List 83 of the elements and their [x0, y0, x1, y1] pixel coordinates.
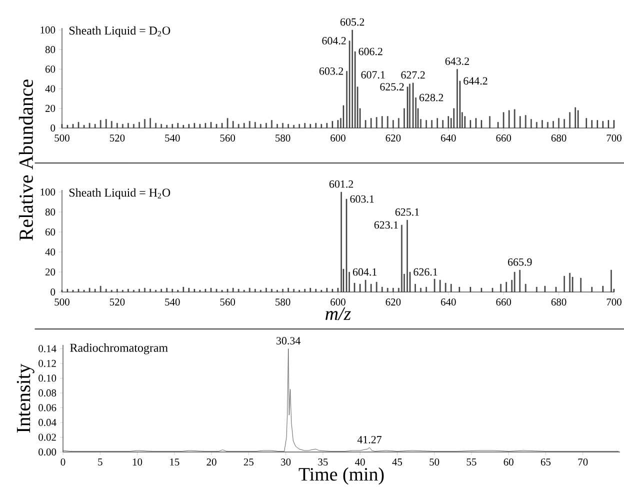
x-tick-label: 35: [318, 458, 328, 466]
x-tick-label: 600: [330, 134, 346, 142]
x-tick-label: 65: [540, 458, 551, 466]
annotation: 30.34: [276, 337, 300, 344]
chart-title: Radiochromatogram: [70, 343, 168, 354]
x-tick-label: 20: [206, 458, 216, 466]
x-tick-label: 700: [606, 298, 622, 306]
y-tick-label: 0: [50, 288, 56, 296]
x-tick-label: 640: [441, 134, 456, 142]
x-tick-label: 520: [110, 134, 125, 142]
x-tick-label: 0: [60, 458, 66, 466]
annotation: 605.2: [340, 18, 364, 26]
annotation: 644.2: [464, 77, 488, 85]
x-tick-label: 55: [466, 458, 476, 466]
y-tick-label: 0.14: [38, 345, 56, 352]
y-tick-label: 0.00: [38, 448, 56, 456]
chart-title: Sheath Liquid = D$_{2}$O: [70, 26, 170, 38]
x-tick-label: 30: [281, 458, 291, 466]
y-tick-label: 100: [40, 188, 56, 196]
x-tick-label: 640: [441, 298, 456, 306]
annotation: 643.2: [445, 58, 469, 65]
x-tick-label: 620: [386, 298, 401, 306]
y-tick-label: 80: [45, 208, 56, 216]
x-tick-label: 700: [606, 134, 622, 142]
annotation: 603.2: [319, 67, 344, 75]
annotation: 628.2: [420, 94, 444, 102]
y-tick-label: 100: [40, 26, 56, 34]
y-tick-label: 0.12: [38, 360, 56, 367]
y-tick-label: 0: [50, 124, 56, 132]
y-tick-label: 60: [45, 66, 56, 73]
x-tick-label: 560: [220, 298, 236, 306]
annotation: 665.9: [508, 258, 532, 266]
x-tick-label: 660: [496, 134, 512, 142]
x-tick-label: 680: [551, 134, 566, 142]
y-axis-title: Intensity: [16, 364, 34, 433]
y-tick-label: 40: [45, 248, 56, 256]
annotation: 604.2: [322, 37, 346, 44]
annotation: 601.2: [329, 180, 354, 188]
annotation: 627.2: [401, 71, 425, 79]
annotation: 623.1: [374, 221, 398, 229]
y-tick-label: 0.02: [38, 434, 56, 441]
x-tick-label: 15: [170, 458, 180, 466]
y-tick-label: 40: [45, 85, 56, 92]
x-tick-label: 45: [392, 458, 402, 466]
x-tick-label: 5: [98, 458, 102, 466]
annotation: 626.1: [414, 268, 438, 276]
y-tick-label: 0.06: [38, 404, 56, 412]
y-tick-label: 20: [45, 268, 56, 276]
x-tick-label: 580: [276, 134, 290, 142]
y-tick-label: 60: [45, 228, 56, 236]
x-tick-label: 560: [220, 134, 236, 142]
x-tick-label: 660: [496, 298, 512, 306]
annotation: 603.1: [350, 195, 374, 203]
x-tick-label: 620: [386, 134, 401, 142]
annotation: 41.27: [357, 436, 382, 444]
x-tick-label: 50: [430, 458, 440, 466]
annotation: 625.2: [380, 83, 404, 91]
x-axis-title: m/z: [326, 307, 351, 320]
annotation: 607.1: [361, 71, 385, 79]
x-tick-label: 25: [244, 458, 254, 466]
x-tick-label: 680: [551, 298, 566, 306]
x-tick-label: 10: [132, 458, 142, 466]
y-tick-label: 20: [45, 104, 56, 112]
x-tick-label: 70: [578, 458, 588, 466]
chart-title: Sheath Liquid = H$_{2}$O: [70, 188, 170, 200]
x-tick-label: 500: [54, 298, 70, 306]
annotation: 606.2: [358, 48, 382, 56]
x-tick-label: 540: [165, 134, 180, 142]
x-tick-label: 60: [504, 458, 514, 466]
y-tick-label: 0.10: [38, 374, 56, 382]
x-tick-label: 500: [54, 134, 70, 142]
annotation: 604.1: [352, 268, 377, 276]
x-axis-title: Time (min): [298, 467, 384, 485]
y-axis-title: Relative Abundance: [18, 80, 33, 240]
x-tick-label: 40: [355, 458, 365, 466]
y-tick-label: 0.08: [38, 389, 56, 397]
annotation: 625.1: [395, 208, 419, 216]
x-tick-label: 580: [276, 298, 290, 306]
x-tick-label: 600: [330, 298, 346, 306]
x-tick-label: 540: [165, 298, 180, 306]
y-tick-label: 80: [45, 46, 56, 54]
x-tick-label: 520: [110, 298, 125, 306]
y-tick-label: 0.04: [38, 418, 56, 426]
